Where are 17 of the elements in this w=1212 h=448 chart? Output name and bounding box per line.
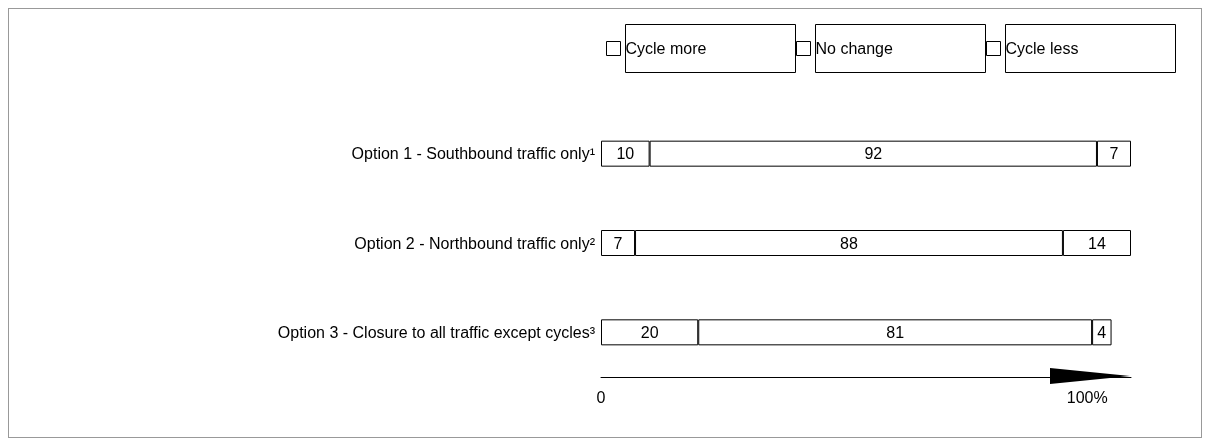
- data-label: 20: [640, 323, 659, 341]
- data-label: 88: [840, 234, 858, 252]
- y-tick-label: Option 3 - Closure to all traffic except cycles³: [277, 323, 596, 341]
- data-label: 92: [864, 145, 883, 163]
- data-label: 81: [886, 323, 905, 341]
- x-tick-label: 0: [596, 388, 606, 406]
- y-tick-label: Option 2 - Northbound traffic only²: [354, 234, 596, 252]
- legend-label: Cycle less: [1005, 40, 1079, 57]
- data-label: 7: [1109, 145, 1119, 163]
- data-label: 14: [1088, 234, 1106, 252]
- y-tick-label: Option 1 - Southbound traffic only¹: [351, 145, 595, 163]
- legend-label: Cycle more: [625, 40, 707, 57]
- data-label: 10: [616, 145, 635, 163]
- data-label: 7: [613, 234, 623, 252]
- legend-label: No change: [815, 40, 893, 57]
- data-label: 4: [1097, 323, 1107, 341]
- x-tick-label: 100%: [1066, 388, 1108, 406]
